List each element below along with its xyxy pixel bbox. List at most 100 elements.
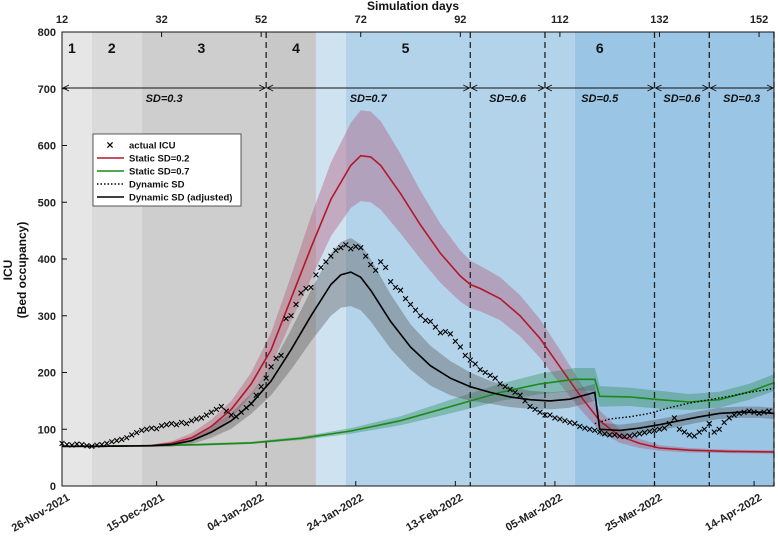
phase-annotations: 1 2 3 4 5 6 SD=0.3 SD=0.7 SD=0.6 SD=0.5 SD=0.6 SD=0… xyxy=(61,40,775,105)
legend-entry-static-sd-0-7-label: Static SD=0.7 xyxy=(129,167,189,178)
actual-icu-point xyxy=(218,403,225,410)
actual-icu-point xyxy=(228,412,235,418)
actual-icu-point xyxy=(238,409,245,416)
actual-icu-point xyxy=(586,426,593,433)
actual-icu-point xyxy=(716,426,723,433)
phase-region-5 xyxy=(315,32,346,486)
actual-icu-point xyxy=(686,432,693,438)
actual-icu-point xyxy=(726,415,732,421)
sd-arrowhead-left xyxy=(654,84,662,92)
actual-icu-point xyxy=(482,369,489,376)
actual-icu-point xyxy=(611,432,618,438)
actual-icu-point xyxy=(646,428,653,435)
actual-icu-point xyxy=(621,433,628,440)
actual-icu-point xyxy=(492,375,498,381)
legend-entry-actual-icu-symbol xyxy=(106,141,114,149)
actual-icu-point xyxy=(163,421,170,428)
date-tick-label: 13-Feb-2022 xyxy=(404,492,465,534)
sd-interval-label-1: SD=0.3 xyxy=(146,93,183,105)
sd-arrowhead-right xyxy=(647,84,655,92)
actual-icu-point xyxy=(198,415,205,421)
actual-icu-point xyxy=(457,344,464,350)
sd-interval-label-2: SD=0.7 xyxy=(350,93,388,105)
actual-icu-point xyxy=(756,410,762,417)
y-tick-label: 600 xyxy=(38,141,56,153)
actual-icu-point xyxy=(517,392,523,398)
actual-icu-point xyxy=(168,420,175,427)
y-tick-label: 400 xyxy=(38,254,56,266)
actual-icu-point xyxy=(552,415,558,421)
actual-icu-point xyxy=(487,372,493,379)
actual-icu-point xyxy=(64,441,70,448)
actual-icu-point xyxy=(751,409,757,416)
series-dynamic-sd xyxy=(594,387,775,425)
sd-arrowhead-right xyxy=(258,84,267,92)
actual-icu-point xyxy=(153,425,160,432)
actual-icu-point xyxy=(328,253,334,259)
actual-icu-point xyxy=(99,441,105,448)
actual-icu-point xyxy=(138,427,145,434)
actual-icu-point xyxy=(273,355,279,362)
model-lines xyxy=(61,154,775,453)
legend: actual ICU Static SD=0.2 Static SD=0.7 Dyna… xyxy=(92,133,242,207)
actual-icu-point xyxy=(606,432,613,438)
y-tick-label: 500 xyxy=(38,197,56,209)
phase-number-4: 4 xyxy=(292,40,300,56)
actual-icu-point xyxy=(437,329,444,336)
actual-icu-point xyxy=(701,426,708,433)
actual-icu-point xyxy=(582,425,588,431)
actual-icu-point xyxy=(641,429,648,436)
y-tick-label: 800 xyxy=(38,27,56,39)
legend-entry-static-sd-0-2-label: Static SD=0.2 xyxy=(129,154,189,165)
date-tick-label: 14-Apr-2022 xyxy=(703,492,764,534)
actual-icu-point xyxy=(109,438,115,445)
actual-icu-point xyxy=(577,423,583,430)
actual-icu-point xyxy=(766,408,772,414)
actual-icu-point xyxy=(173,421,180,428)
actual-icu-point xyxy=(407,301,414,308)
actual-icu-point xyxy=(79,441,85,448)
actual-icu-point xyxy=(223,408,230,414)
phase-region-2 xyxy=(91,32,142,486)
actual-icu-point xyxy=(338,244,344,251)
actual-icu-point xyxy=(631,432,638,438)
legend-box xyxy=(92,133,242,207)
actual-icu-points xyxy=(59,242,772,450)
actual-icu-point xyxy=(323,259,329,265)
actual-icu-point xyxy=(447,331,454,337)
actual-icu-point xyxy=(313,272,319,278)
actual-icu-point xyxy=(616,433,623,439)
actual-icu-point xyxy=(188,417,195,424)
actual-icu-point xyxy=(208,409,215,416)
y-tick-label: 0 xyxy=(50,481,56,493)
sd-arrowhead-right xyxy=(766,84,775,92)
actual-icu-point xyxy=(318,264,324,271)
actual-icu-point xyxy=(746,408,752,414)
actual-icu-point xyxy=(263,375,269,381)
date-tick-label: 15-Dec-2021 xyxy=(105,492,167,535)
date-tick-label: 26-Nov-2021 xyxy=(10,492,72,535)
top-tick-label: 132 xyxy=(650,14,668,26)
date-tick-label: 04-Jan-2022 xyxy=(206,492,267,534)
actual-icu-point xyxy=(512,389,518,396)
actual-icu-point xyxy=(69,442,75,448)
actual-icu-point xyxy=(721,419,727,426)
actual-icu-point xyxy=(158,423,165,429)
actual-icu-point xyxy=(741,409,747,416)
legend-entry-actual-icu-label: actual ICU xyxy=(129,141,176,152)
actual-icu-point xyxy=(507,386,513,393)
actual-icu-point xyxy=(477,366,484,373)
actual-icu-point xyxy=(397,287,404,294)
actual-icu-point xyxy=(636,431,643,437)
actual-icu-point xyxy=(94,442,100,448)
actual-icu-point xyxy=(432,324,439,330)
actual-icu-point xyxy=(248,400,254,407)
actual-icu-point xyxy=(133,429,140,436)
phase-region-3 xyxy=(141,32,267,486)
actual-icu-point xyxy=(128,432,135,438)
sd-arrowhead-left xyxy=(266,84,274,92)
y-tick-label: 100 xyxy=(38,424,56,436)
actual-icu-point xyxy=(258,383,264,390)
actual-icu-point xyxy=(442,328,449,335)
actual-icu-point xyxy=(183,420,190,427)
